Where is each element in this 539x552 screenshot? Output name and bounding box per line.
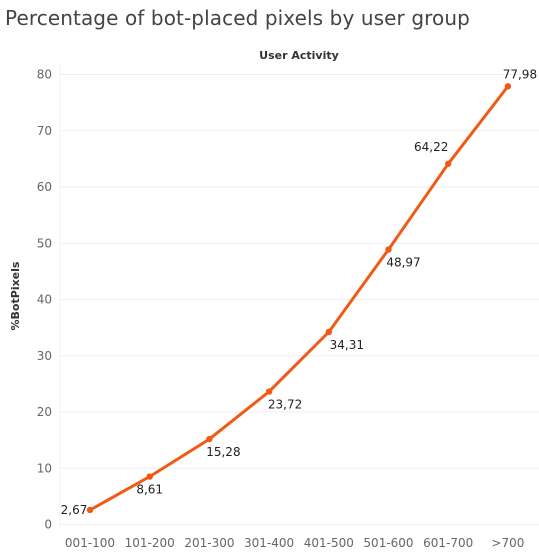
x-axis-title: User Activity — [259, 49, 339, 62]
data-labels: 2,67 8,61 15,28 23,72 34,31 48,97 64,22 77,98 — [61, 67, 537, 517]
data-point — [504, 83, 512, 90]
data-label: 23,72 — [268, 398, 302, 412]
data-label: 64,22 — [414, 140, 448, 154]
x-tick-label: >700 — [491, 536, 524, 550]
data-point — [445, 160, 452, 167]
x-tick-label: 201-300 — [184, 536, 234, 550]
y-tick-label: 80 — [37, 68, 52, 82]
y-tick-label: 60 — [37, 180, 52, 194]
data-label: 15,28 — [206, 445, 240, 459]
grid-layer — [59, 65, 539, 529]
x-tick-label: 301-400 — [244, 536, 294, 550]
data-label: 2,67 — [61, 503, 88, 517]
series-line — [88, 84, 510, 512]
y-tick-label: 30 — [37, 349, 52, 363]
y-tick-label: 70 — [37, 124, 52, 138]
y-tick-label: 40 — [37, 293, 52, 307]
data-label: 8,61 — [136, 483, 163, 497]
x-tick-label: 101-200 — [125, 536, 175, 550]
x-tick-label: 401-500 — [304, 536, 354, 550]
data-label: 77,98 — [503, 67, 537, 81]
chart-title: Percentage of bot-placed pixels by user … — [5, 6, 470, 30]
y-tick-label: 0 — [44, 518, 52, 532]
x-tick-label: 601-700 — [423, 536, 473, 550]
data-point — [146, 473, 153, 480]
x-tick-label: 501-600 — [363, 536, 413, 550]
data-label: 34,31 — [330, 338, 364, 352]
data-point — [86, 506, 94, 514]
data-label: 48,97 — [386, 256, 420, 270]
y-tick-label: 10 — [37, 461, 52, 475]
y-axis-title: %BotPixels — [9, 261, 22, 330]
y-tick-label: 20 — [37, 405, 52, 419]
y-tick-label: 50 — [37, 236, 52, 250]
x-tick-label: 001-100 — [65, 536, 115, 550]
x-ticks: 001-100 101-200 201-300 301-400 401-500 501-6… — [65, 536, 524, 550]
data-point — [206, 435, 213, 443]
data-point — [325, 328, 332, 336]
data-points — [86, 83, 512, 514]
y-ticks: 0 10 20 30 40 50 60 70 80 — [37, 68, 52, 532]
data-point — [385, 246, 392, 253]
data-point — [265, 388, 273, 395]
